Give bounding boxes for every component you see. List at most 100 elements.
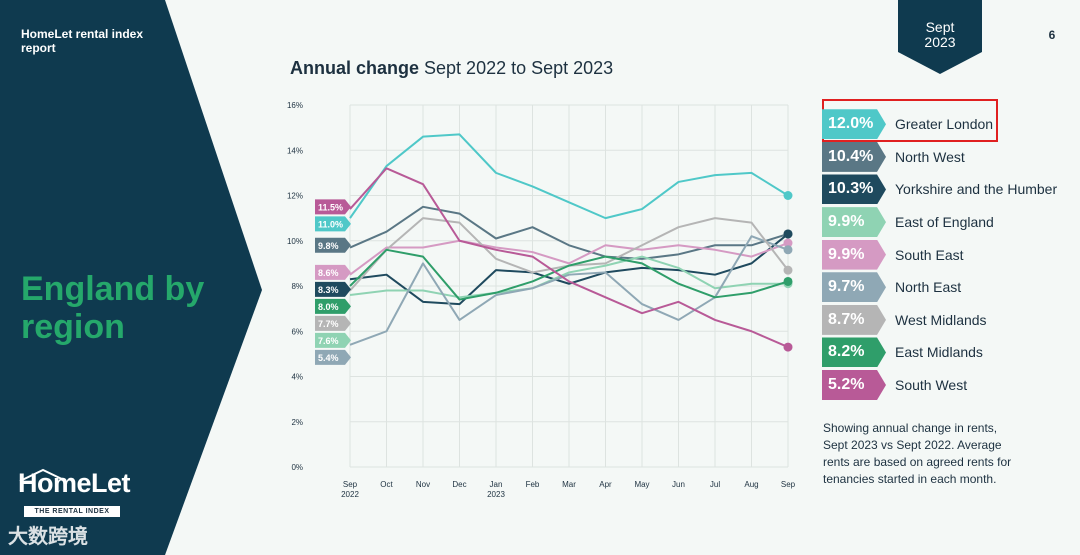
- badge-month: Sept: [925, 19, 955, 35]
- legend-item-north-east: 9.7% North East: [822, 271, 1072, 304]
- y-tick-label: 12%: [287, 192, 303, 201]
- start-label-tag: [315, 298, 351, 314]
- start-label-text: 8.6%: [318, 268, 339, 278]
- section-title: England by region: [21, 270, 205, 346]
- start-label-text: 11.5%: [318, 202, 343, 212]
- x-tick-label: Dec: [452, 480, 466, 489]
- x-tick-label: Sep: [343, 480, 358, 489]
- legend-value-tag: 9.9%: [822, 207, 886, 238]
- y-tick-label: 16%: [287, 101, 303, 110]
- series-line: [349, 239, 789, 276]
- series-line: [349, 205, 789, 260]
- legend-label: South East: [895, 246, 964, 263]
- start-label-text: 7.6%: [318, 336, 339, 346]
- series-line: [349, 167, 789, 349]
- start-label-tag: [315, 315, 351, 331]
- x-tick-label: Mar: [562, 480, 576, 489]
- date-badge: [898, 0, 982, 74]
- legend-item-north-west: 10.4% North West: [822, 141, 1072, 174]
- report-title: HomeLet rental index report: [21, 27, 144, 55]
- date-badge-text: Sept 2023: [898, 20, 982, 50]
- legend: 12.0% Greater London 10.4% North West 10…: [822, 108, 1072, 401]
- legend-item-east-midlands: 8.2% East Midlands: [822, 336, 1072, 369]
- legend-label: East of England: [895, 214, 994, 231]
- legend-item-south-west: 5.2% South West: [822, 369, 1072, 402]
- series-line: [349, 233, 789, 306]
- chart-heading: Annual change Sept 2022 to Sept 2023: [290, 58, 613, 79]
- series-line: [349, 255, 788, 299]
- series-end-marker: [783, 238, 793, 248]
- legend-item-west-midlands: 8.7% West Midlands: [822, 304, 1072, 337]
- x-tick-label: Aug: [744, 480, 758, 489]
- chart-heading-rest: Sept 2022 to Sept 2023: [424, 58, 614, 78]
- legend-item-greater-london: 12.0% Greater London: [822, 108, 1072, 141]
- start-label-tag: [315, 199, 351, 215]
- start-label-text: 9.8%: [318, 241, 339, 251]
- start-label-text: 5.4%: [318, 353, 339, 363]
- y-tick-label: 6%: [291, 327, 303, 336]
- legend-value-tag: 9.9%: [822, 239, 886, 270]
- start-label-tag: [315, 281, 351, 297]
- y-tick-label: 14%: [287, 146, 303, 155]
- series-line: [349, 248, 789, 301]
- legend-value-tag: 10.3%: [822, 174, 886, 205]
- series-end-marker: [783, 342, 793, 352]
- y-tick-label: 10%: [287, 237, 303, 246]
- legend-label: West Midlands: [895, 311, 987, 328]
- legend-value-tag: 5.2%: [822, 370, 886, 401]
- legend-item-south-east: 9.9% South East: [822, 238, 1072, 271]
- chart-heading-bold: Annual change: [290, 58, 420, 78]
- legend-item-east-of-england: 9.9% East of England: [822, 206, 1072, 239]
- x-tick-label: Jan: [490, 480, 503, 489]
- start-label-tag: [315, 216, 351, 232]
- y-tick-label: 8%: [291, 282, 303, 291]
- start-label-text: 8.0%: [318, 302, 339, 312]
- legend-label: North East: [895, 279, 962, 296]
- y-tick-label: 2%: [291, 418, 303, 427]
- legend-label: East Midlands: [895, 344, 983, 361]
- start-label-tag: [315, 332, 351, 348]
- y-tick-label: 4%: [291, 373, 303, 382]
- roof-icon: [19, 468, 67, 482]
- legend-value-tag: 12.0%: [822, 109, 886, 140]
- legend-value-tag: 8.7%: [822, 304, 886, 335]
- start-label-tag: [315, 264, 351, 280]
- start-label-text: 8.3%: [318, 285, 339, 295]
- x-tick-label: Apr: [599, 480, 612, 489]
- x-tick-label: May: [634, 480, 649, 489]
- x-tick-label: 2023: [487, 490, 505, 499]
- badge-year: 2023: [924, 34, 956, 50]
- series-end-marker: [783, 276, 793, 286]
- x-tick-label: Sep: [781, 480, 796, 489]
- series-end-marker: [783, 265, 793, 275]
- x-tick-label: Feb: [526, 480, 540, 489]
- legend-value-tag: 10.4%: [822, 141, 886, 172]
- y-tick-label: 0%: [291, 463, 303, 472]
- x-tick-label: Oct: [380, 480, 393, 489]
- legend-label: South West: [895, 377, 968, 394]
- series-end-marker: [783, 191, 793, 200]
- start-label-tag: [315, 237, 351, 253]
- legend-value-tag: 9.7%: [822, 272, 886, 303]
- x-tick-label: Jul: [710, 480, 720, 489]
- logo-tagline: THE RENTAL INDEX: [24, 506, 120, 517]
- series-end-marker: [783, 245, 793, 255]
- series-end-marker: [783, 229, 793, 239]
- left-panel-shape: [0, 0, 262, 555]
- series-line: [349, 133, 789, 220]
- x-tick-label: Nov: [416, 480, 430, 489]
- chart-note: Showing annual change in rents, Sept 202…: [823, 421, 1012, 486]
- x-tick-label: Jun: [672, 480, 685, 489]
- legend-label: North West: [895, 148, 965, 165]
- homelet-logo: HomeLet THE RENTAL INDEX: [18, 468, 138, 517]
- legend-label: Yorkshire and the Humber: [895, 181, 1058, 198]
- page-number: 6: [1048, 28, 1056, 42]
- legend-item-yorkshire: 10.3% Yorkshire and the Humber: [822, 173, 1072, 206]
- watermark: 大数跨境: [8, 526, 88, 548]
- x-tick-label: 2022: [341, 490, 359, 499]
- start-label-text: 7.7%: [318, 319, 339, 329]
- legend-label: Greater London: [895, 116, 994, 133]
- left-panel: HomeLet rental index report England by r…: [0, 0, 270, 555]
- legend-value-tag: 8.2%: [822, 337, 886, 368]
